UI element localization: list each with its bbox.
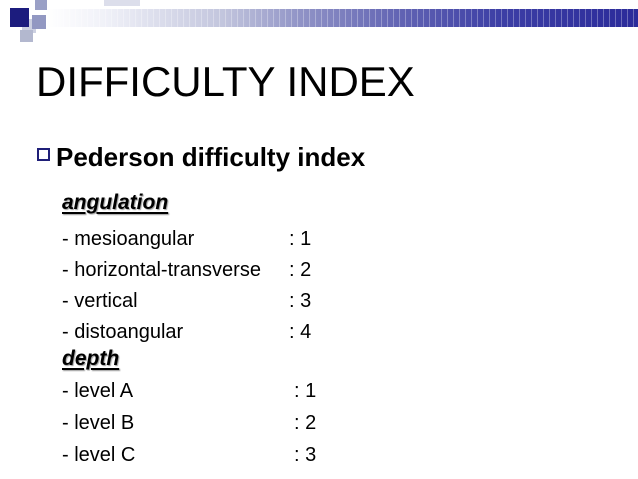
index-row: - horizontal-transverse : 2 [62, 258, 311, 282]
row-label: - level A [62, 380, 134, 402]
row-label: - level C [62, 444, 136, 466]
row-value: : 2 [289, 259, 312, 281]
index-row: - mesioangular : 1 [62, 227, 311, 251]
row-label: - horizontal-transverse [62, 259, 261, 281]
gradient-bar [46, 9, 638, 27]
row-value: : 2 [294, 412, 317, 434]
index-row: - level C : 3 [62, 443, 316, 467]
decor-square-right [32, 15, 46, 29]
index-row: - distoangular : 4 [62, 320, 311, 344]
bullet-item-label: Pederson difficulty index [56, 142, 366, 172]
square-bullet-icon [37, 148, 50, 161]
row-label: - distoangular [62, 321, 184, 343]
section-heading-depth: depth [62, 347, 120, 370]
index-row: - vertical : 3 [62, 289, 311, 313]
index-row: - level A : 1 [62, 379, 316, 403]
row-value: : 1 [294, 380, 317, 402]
row-value: : 3 [289, 290, 312, 312]
decor-square-bottom [20, 30, 33, 42]
row-value: : 3 [294, 444, 317, 466]
decor-square-top [35, 0, 47, 10]
row-label: - level B [62, 412, 135, 434]
slide-title: DIFFICULTY INDEX [36, 58, 415, 105]
row-label: - mesioangular [62, 228, 195, 250]
section-heading-angulation: angulation [62, 191, 169, 214]
decor-square-navy [10, 8, 29, 27]
index-row: - level B : 2 [62, 411, 316, 435]
row-value: : 1 [289, 228, 312, 250]
row-label: - vertical [62, 290, 138, 312]
decor-square-faint [104, 0, 140, 6]
row-value: : 4 [289, 321, 312, 343]
